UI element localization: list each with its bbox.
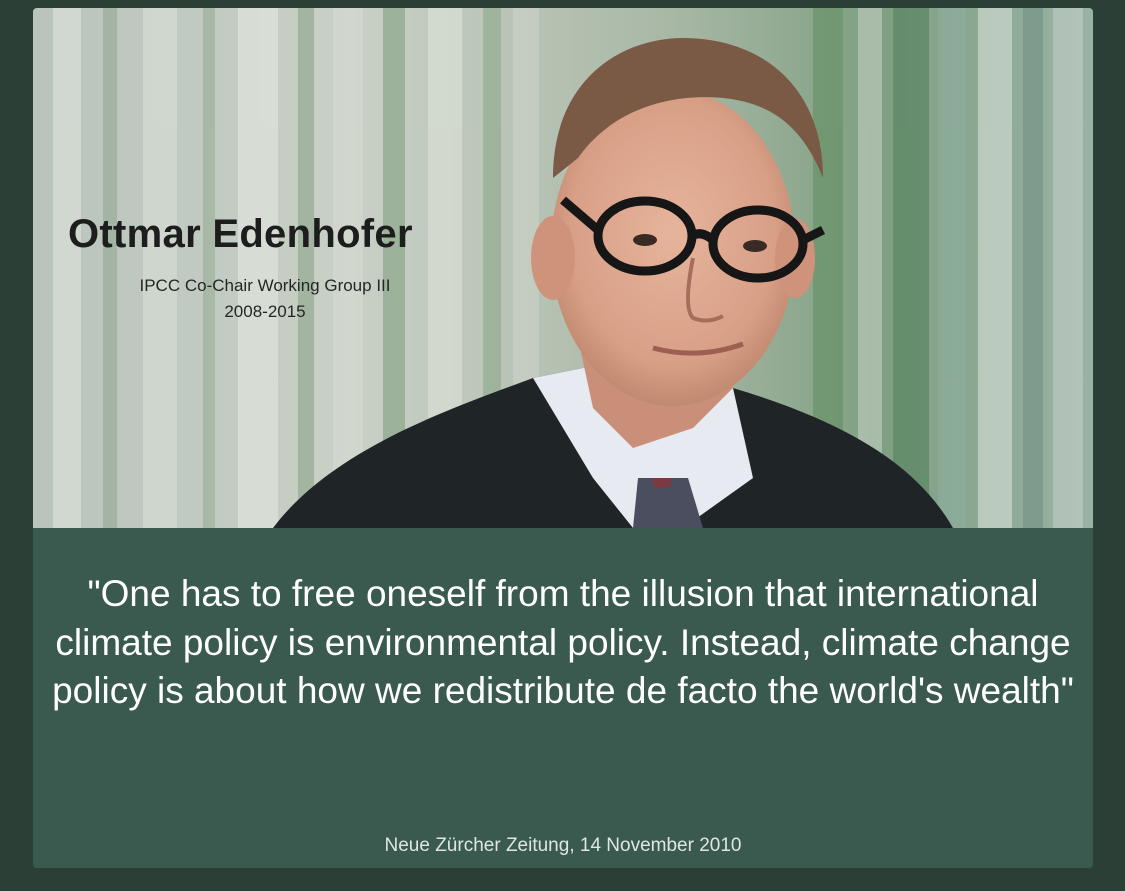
person-name: Ottmar Edenhofer [68, 212, 413, 256]
quote-source: Neue Zürcher Zeitung, 14 November 2010 [384, 835, 742, 856]
person-role: IPCC Co-Chair Working Group III 2008-201… [115, 273, 415, 325]
quote-card: Ottmar Edenhofer IPCC Co-Chair Working G… [33, 8, 1093, 868]
quote-text: "One has to free oneself from the illusi… [52, 573, 1074, 711]
quote-panel: "One has to free oneself from the illusi… [33, 528, 1093, 868]
role-years: 2008-2015 [224, 302, 306, 321]
portrait-photo [33, 8, 1093, 528]
portrait-illustration [33, 8, 1093, 528]
role-title: IPCC Co-Chair Working Group III [139, 276, 391, 295]
